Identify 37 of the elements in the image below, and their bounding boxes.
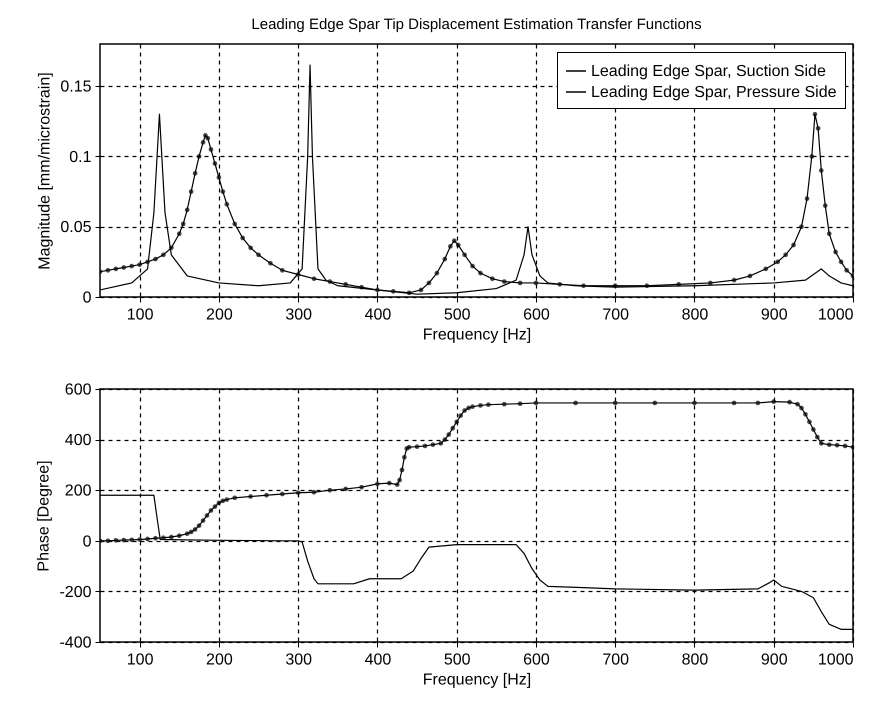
x-tick-label: 200 [206,306,233,324]
y-tick-label: -400 [59,634,92,652]
x-tick-label: 700 [602,306,630,324]
x-tick-label: 800 [682,652,708,668]
x-axis-title: Frequency [Hz] [422,672,532,688]
legend-label: Leading Edge Spar, Suction Side [591,63,826,80]
x-tick-label: 200 [206,652,233,668]
x-tick-label: 600 [523,652,550,668]
y-tick-label: -200 [59,584,92,601]
y-axis-title: Magnitude [mm/microstrain] [36,72,54,270]
x-tick-label: 300 [285,306,312,324]
x-tick-label: 900 [760,652,788,668]
y-tick-label: 0 [82,290,92,306]
chart-title: Leading Edge Spar Tip Displacement Estimation Transfer Functions [251,16,702,33]
y-tick-label: 600 [64,382,92,398]
y-tick-label: 0.05 [60,219,92,236]
y-tick-label: 0.1 [69,148,92,166]
y-tick-label: 0.15 [60,78,92,96]
x-tick-label: 500 [444,652,471,668]
x-tick-label: 800 [682,306,708,324]
x-tick-label: 400 [364,306,392,324]
y-tick-label: 400 [64,432,92,450]
x-tick-label: 700 [602,652,630,668]
y-tick-label: 200 [64,482,92,500]
x-tick-label: 600 [523,306,550,324]
x-tick-label: 300 [285,652,312,668]
y-tick-label: 0 [82,533,92,550]
x-tick-label: 100 [126,652,154,668]
x-tick-label: 900 [760,306,788,324]
legend-label: Leading Edge Spar, Pressure Side [591,84,837,101]
x-tick-label: 1000 [818,306,854,324]
x-tick-label: 1000 [818,652,854,668]
x-tick-label: 100 [126,306,154,324]
x-axis-title: Frequency [Hz] [422,326,532,344]
x-tick-label: 500 [444,306,471,324]
y-axis-title: Phase [Degree] [35,460,52,572]
x-tick-label: 400 [364,652,392,668]
